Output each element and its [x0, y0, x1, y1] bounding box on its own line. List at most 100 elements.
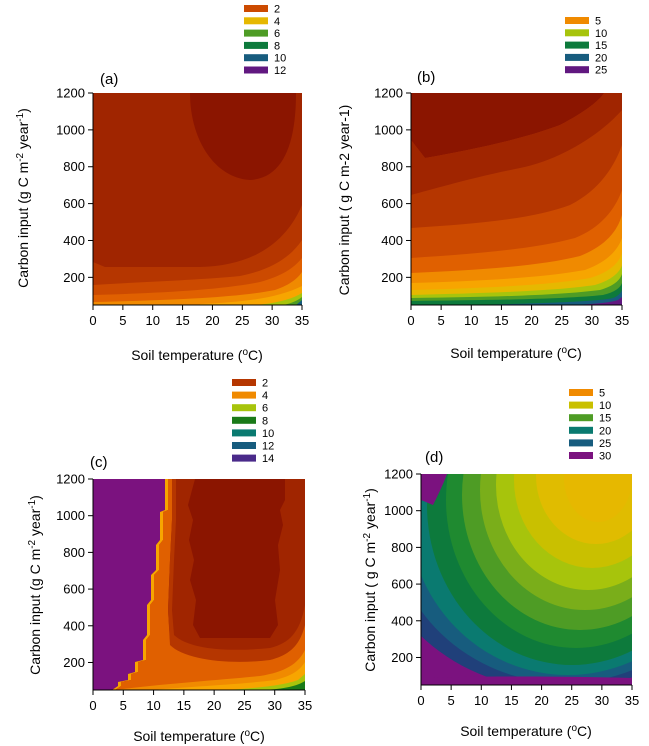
legend-swatch-b-4: [565, 66, 589, 74]
x-tick-label-c-2: 10: [146, 698, 160, 713]
legend-label-b-2: 15: [595, 40, 607, 52]
y-tick-label-b-5: 1200: [374, 86, 403, 101]
legend-label-b-0: 5: [595, 16, 601, 28]
y-tick-label-c-0: 200: [63, 655, 85, 670]
x-tick-label-c-4: 20: [207, 698, 221, 713]
panel-label-c: (c): [90, 454, 108, 471]
x-tick-label-b-0: 0: [407, 313, 414, 328]
y-tick-label-c-1: 400: [63, 618, 85, 633]
y-tick-label-c-4: 1000: [56, 508, 85, 523]
region-b-top: [411, 93, 604, 158]
region-b-band1: [411, 93, 622, 195]
region-a-band7: [283, 297, 302, 305]
x-tick-label-d-0: 0: [417, 693, 424, 708]
legend-swatch-c-0: [232, 379, 256, 386]
y-tick-label-b-4: 1000: [374, 122, 403, 137]
ylabel-d: Carbon input ( g C m-2 year-1): [362, 488, 378, 672]
legend-swatch-d-1: [569, 401, 593, 409]
legend-label-c-3: 8: [262, 415, 268, 427]
plot-area-c: [93, 479, 305, 690]
region-b-band12: [570, 297, 622, 305]
legend-swatch-a-5: [244, 66, 268, 74]
legend-label-a-4: 10: [274, 53, 286, 65]
region-c-band-redorange: [168, 479, 305, 662]
legend-swatch-c-1: [232, 391, 256, 399]
x-tick-label-a-1: 5: [119, 313, 126, 328]
region-b-band11: [470, 290, 622, 305]
legend-label-c-2: 6: [262, 403, 268, 415]
legend-label-d-3: 20: [599, 425, 611, 437]
xlabel-c: Soil temperature (oC): [133, 728, 265, 744]
legend-swatch-c-2: [232, 404, 256, 412]
x-tick-label-a-0: 0: [89, 313, 96, 328]
x-tick-label-b-6: 30: [585, 313, 599, 328]
region-c-bottom-orange: [115, 650, 305, 690]
region-b-band9: [411, 274, 622, 305]
x-tick-label-c-1: 5: [120, 698, 127, 713]
x-tick-label-c-7: 35: [298, 698, 312, 713]
y-tick-label-d-5: 1200: [384, 467, 413, 482]
region-c-purple: [93, 479, 165, 690]
y-tick-label-a-0: 200: [63, 270, 85, 285]
x-tick-label-d-3: 15: [504, 693, 518, 708]
x-tick-label-a-3: 15: [175, 313, 189, 328]
region-c-darkcore: [188, 479, 285, 638]
y-tick-label-d-1: 400: [391, 613, 413, 628]
legend-swatch-a-0: [244, 5, 268, 12]
y-tick-label-d-3: 800: [391, 540, 413, 555]
legend-label-a-5: 12: [274, 65, 286, 77]
x-tick-label-a-4: 20: [205, 313, 219, 328]
x-tick-label-b-7: 35: [615, 313, 629, 328]
x-tick-label-b-5: 25: [554, 313, 568, 328]
legend-swatch-c-5: [232, 442, 256, 449]
axis-annotations: (a) (b) (c) (d) Soil temperature (oC) So…: [15, 69, 592, 744]
legend-label-c-0: 2: [262, 378, 268, 390]
y-tick-label-c-2: 600: [63, 582, 85, 597]
legend-label-d-2: 15: [599, 413, 611, 425]
region-c-band-orange: [115, 479, 305, 690]
plot-area-d: [421, 474, 632, 685]
x-tick-label-b-3: 15: [494, 313, 508, 328]
y-tick-label-b-0: 200: [381, 270, 403, 285]
region-a-band4: [93, 272, 302, 305]
legend-swatch-c-3: [232, 416, 256, 424]
x-tick-label-b-1: 5: [438, 313, 445, 328]
x-tick-label-b-4: 20: [524, 313, 538, 328]
legend-label-d-1: 10: [599, 400, 611, 412]
xlabel-b: Soil temperature (oC): [450, 345, 582, 361]
legend-swatch-b-1: [565, 29, 589, 37]
legend-label-c-4: 10: [262, 428, 274, 440]
legend-label-a-1: 4: [274, 16, 280, 28]
legend-swatch-d-2: [569, 414, 593, 422]
legend-swatch-a-2: [244, 29, 268, 37]
legend-swatch-c-6: [232, 454, 256, 462]
x-tick-label-c-6: 30: [267, 698, 281, 713]
x-tick-label-a-2: 10: [145, 313, 159, 328]
y-tick-label-c-3: 800: [63, 545, 85, 560]
legend-swatch-c-4: [232, 429, 256, 437]
region-a-band6: [255, 293, 302, 305]
x-tick-label-a-5: 25: [235, 313, 249, 328]
y-tick-label-b-3: 800: [381, 159, 403, 174]
y-tick-label-d-0: 200: [391, 650, 413, 665]
region-a-band5: [200, 286, 302, 305]
panel-label-a: (a): [100, 71, 118, 88]
legend-label-c-1: 4: [262, 390, 268, 402]
region-c-bottom-yellow: [150, 662, 305, 690]
plot-area-a: [93, 93, 302, 305]
legend-label-c-6: 14: [262, 453, 274, 465]
region-a-band3: [93, 258, 302, 305]
plot-area-b: [411, 93, 622, 305]
legend-label-a-0: 2: [274, 4, 280, 16]
legend-swatch-d-3: [569, 426, 593, 434]
y-tick-label-a-2: 600: [63, 196, 85, 211]
region-c-bottom-yg: [225, 674, 305, 690]
xlabel-d: Soil temperature (oC): [460, 723, 592, 739]
